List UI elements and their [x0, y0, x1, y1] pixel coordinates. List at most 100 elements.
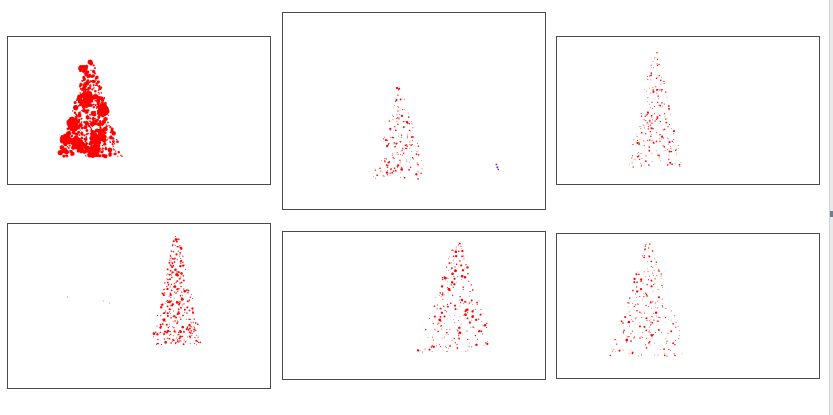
scroll-thumb[interactable]	[830, 211, 833, 217]
scatter-point	[643, 271, 645, 273]
scatter-point	[665, 307, 667, 309]
scatter-point	[391, 152, 393, 154]
scatter-point	[173, 297, 175, 299]
scatter-point	[170, 260, 172, 262]
scatter-point	[636, 310, 638, 312]
scatter-point	[451, 249, 453, 252]
scatter-point	[172, 339, 175, 342]
scatter-point	[651, 250, 654, 252]
scatter-point	[410, 144, 412, 146]
scatter-point	[94, 119, 98, 124]
scatter-point	[108, 124, 110, 127]
scatter-point	[655, 315, 657, 317]
scatter-point	[446, 351, 448, 353]
window-edge-scrollbar[interactable]	[829, 0, 833, 415]
scatter-point	[667, 148, 668, 150]
scatter-point	[470, 299, 473, 302]
scatter-point	[468, 302, 471, 304]
scatter-point	[89, 85, 92, 87]
scatter-point	[420, 172, 422, 175]
scatter-point	[640, 162, 642, 164]
scatter-point	[444, 323, 446, 325]
scatter-point	[169, 334, 170, 336]
scatter-point	[166, 305, 169, 308]
tree-scatter-bottom-middle	[416, 242, 489, 353]
scatter-point	[658, 316, 660, 319]
scatter-point	[650, 74, 652, 77]
scatter-point	[650, 127, 653, 130]
scatter-point	[652, 89, 654, 91]
scatter-point	[471, 289, 474, 291]
scatter-point	[624, 315, 627, 319]
scatter-point	[454, 254, 458, 258]
scatter-point	[638, 151, 640, 153]
scatter-point	[424, 348, 426, 350]
scatter-point	[165, 310, 167, 312]
scatter-point	[88, 81, 91, 83]
scatter-point	[71, 134, 73, 137]
scatter-point	[96, 134, 99, 137]
scatter-point	[439, 344, 440, 346]
scatter-point	[675, 326, 677, 328]
scatter-point	[392, 157, 394, 159]
scatter-point	[453, 259, 455, 261]
scatter-point	[448, 348, 450, 350]
scatter-point	[667, 319, 669, 320]
scatter-point	[178, 341, 180, 343]
scatter-point	[471, 310, 474, 313]
scatter-point	[73, 141, 77, 146]
scatter-point	[75, 114, 78, 116]
scatter-point	[656, 88, 659, 91]
scatter-point	[656, 321, 658, 322]
scatter-point	[91, 117, 95, 121]
scatter-point	[647, 271, 649, 273]
scatter-point	[177, 311, 180, 314]
scatter-point	[447, 281, 448, 283]
scatter-point	[625, 341, 627, 343]
scatter-point	[398, 113, 400, 115]
scatter-point	[169, 259, 171, 261]
scatter-point	[434, 329, 436, 331]
scatter-point	[453, 275, 455, 277]
scatter-point	[176, 340, 179, 342]
scatter-point	[640, 128, 642, 130]
scatter-point	[95, 153, 99, 157]
scatter-point	[179, 300, 181, 302]
scatter-point	[184, 308, 186, 310]
scatter-point	[646, 101, 648, 103]
scatter-point	[84, 138, 88, 141]
scatter-point	[663, 103, 665, 105]
scatter-point	[456, 346, 458, 349]
scatter-point	[448, 262, 450, 263]
scatter-point	[59, 153, 61, 155]
scatter-point	[448, 289, 451, 292]
scatter-point	[650, 64, 652, 66]
scatter-point	[647, 128, 649, 130]
scatter-point	[656, 117, 659, 120]
scatter-point	[170, 289, 173, 292]
scatter-point	[637, 355, 639, 357]
scatter-point	[179, 335, 182, 338]
scatter-point	[480, 330, 483, 333]
scatter-point	[390, 136, 392, 138]
scatter-point	[468, 345, 470, 347]
scatter-point	[660, 349, 662, 351]
scatter-point	[669, 349, 671, 351]
scatter-point	[99, 102, 101, 104]
scatter-point	[616, 343, 618, 345]
scatter-point	[452, 286, 454, 288]
scatter-point	[651, 117, 653, 119]
scatter-point	[445, 266, 448, 268]
scatter-point	[186, 300, 189, 303]
scatter-point	[183, 315, 185, 316]
scatter-point	[415, 153, 418, 156]
scatter-point	[407, 137, 408, 139]
scatter-point	[188, 324, 191, 327]
scatter-point	[111, 143, 114, 145]
scatter-point	[404, 98, 406, 100]
scatter-point	[650, 302, 652, 304]
scatter-point	[478, 318, 480, 321]
scatter-point	[78, 134, 81, 137]
scatter-point	[190, 333, 192, 335]
scatter-point	[444, 309, 446, 311]
